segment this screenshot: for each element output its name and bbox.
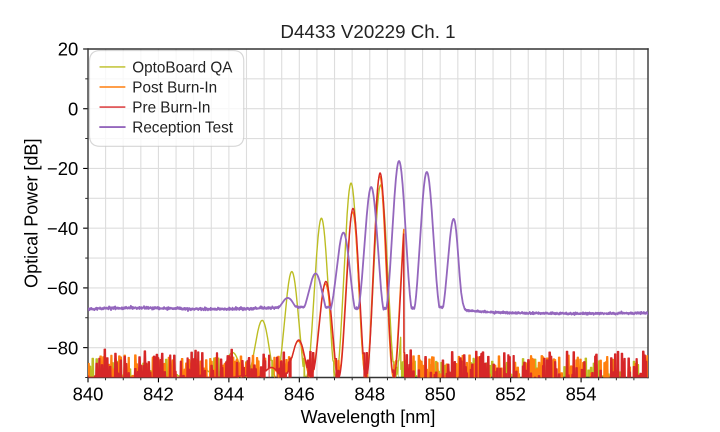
svg-text:Wavelength [nm]: Wavelength [nm]	[301, 407, 436, 427]
svg-text:−20: −20	[47, 158, 78, 179]
svg-text:842: 842	[143, 384, 174, 405]
svg-text:0: 0	[68, 98, 78, 119]
svg-text:−60: −60	[47, 278, 78, 299]
svg-text:−40: −40	[47, 218, 78, 239]
svg-text:846: 846	[284, 384, 315, 405]
svg-text:854: 854	[566, 384, 597, 405]
svg-text:850: 850	[425, 384, 456, 405]
svg-text:844: 844	[213, 384, 244, 405]
svg-text:Optical Power [dB]: Optical Power [dB]	[22, 139, 42, 288]
svg-text:Reception Test: Reception Test	[132, 119, 233, 136]
svg-text:−80: −80	[47, 337, 78, 358]
svg-text:848: 848	[354, 384, 385, 405]
svg-text:20: 20	[58, 39, 79, 60]
svg-text:Pre Burn-In: Pre Burn-In	[132, 99, 210, 116]
svg-text:Post Burn-In: Post Burn-In	[132, 79, 217, 96]
svg-text:840: 840	[73, 384, 104, 405]
svg-text:852: 852	[495, 384, 526, 405]
svg-text:OptoBoard QA: OptoBoard QA	[132, 59, 233, 76]
svg-text:D4433 V20229 Ch. 1: D4433 V20229 Ch. 1	[280, 21, 455, 42]
